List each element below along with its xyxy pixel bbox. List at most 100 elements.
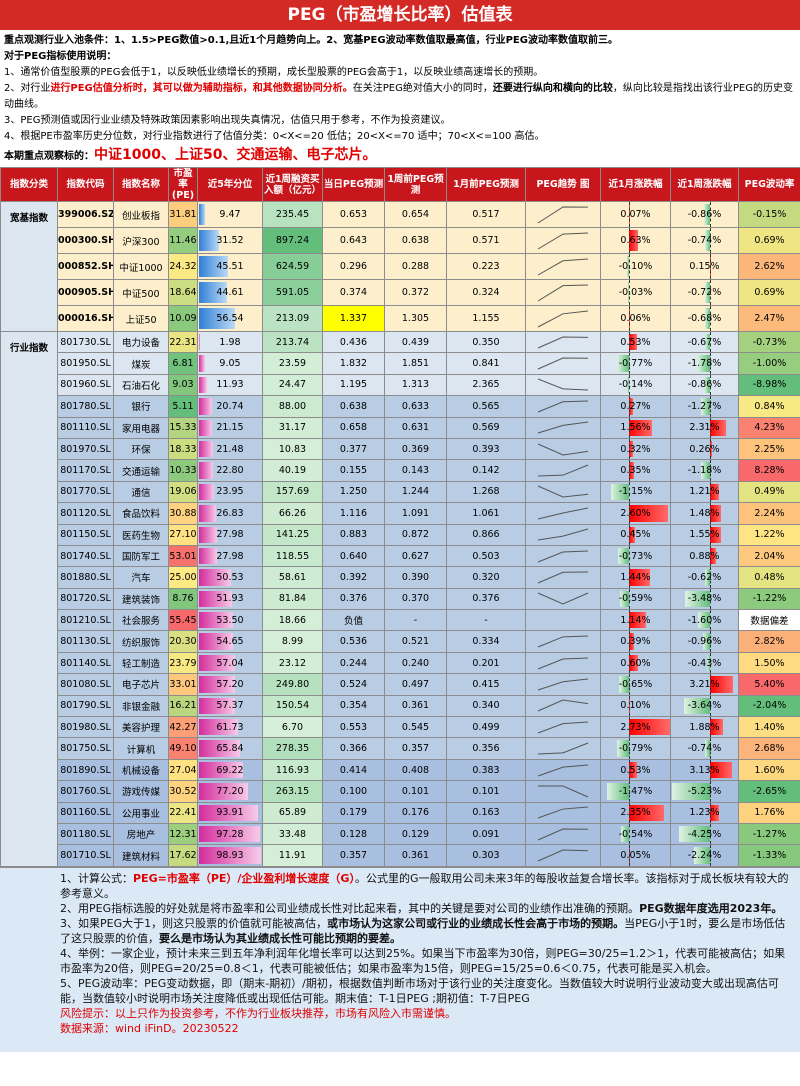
cell-text: 0.334 [472, 636, 500, 648]
cell-text: 801080.SL [60, 678, 111, 690]
peg-trend [525, 352, 601, 375]
change-1m: 0.39% [600, 630, 671, 653]
percentile-bar [199, 440, 213, 458]
cell-text: -4.25% [687, 828, 722, 840]
percentile: 50.53 [197, 566, 263, 589]
percentile-bar [199, 505, 216, 522]
peg-volatility: 8.28% [738, 459, 800, 482]
axis [628, 482, 630, 502]
cell-text: -3.48% [687, 593, 722, 605]
cell-text: -0.54% [618, 828, 653, 840]
percentile-bar [199, 654, 235, 672]
axis [709, 696, 711, 716]
cell-text: 0.07% [620, 209, 651, 220]
cell-text: 118.55 [275, 550, 310, 562]
cell-text: 801130.SL [60, 636, 111, 648]
cell-text: 26.83 [216, 507, 244, 519]
axis [709, 546, 711, 566]
peg-1w: 0.288 [384, 253, 447, 280]
peg-1m: 0.866 [446, 523, 526, 546]
cell-text: -0.73% [752, 336, 787, 348]
cell-text: -0.68% [687, 313, 722, 324]
financing-flow: 249.80 [262, 673, 323, 696]
percentile: 65.84 [197, 737, 263, 760]
index-code: 801950.SL [57, 352, 114, 375]
cell-text: 801780.SL [60, 400, 111, 412]
peg-trend [525, 630, 601, 653]
cell-text: 6.81 [172, 358, 194, 370]
cell-text: 0.638 [401, 235, 430, 246]
trend-line [537, 443, 589, 456]
cell-text: 0.357 [401, 743, 430, 755]
percentile: 27.98 [197, 544, 263, 568]
cell-text: 93.91 [216, 807, 244, 819]
axis [628, 738, 630, 759]
peg-trend [525, 253, 601, 280]
change-1m-bar [626, 376, 629, 394]
index-code: 000852.SH [57, 253, 114, 280]
cell-text: 2.24% [754, 507, 785, 519]
text: 中证1000、上证50、交通运输、电子芯片。 [94, 147, 377, 163]
text: PEG=市盈率（PE）/企业盈利增长速度（G） [133, 871, 355, 885]
change-1m-bar [628, 569, 651, 586]
axis [628, 202, 630, 227]
text: 3、如果PEG大于1，则这只股票的价值就可能被高估， [60, 916, 328, 930]
pe: 11.46 [168, 227, 198, 254]
cell-text: 2.62% [754, 261, 785, 272]
cell-text: 0.244 [339, 657, 368, 669]
cell-text: 0.383 [472, 764, 500, 776]
cell-text: 55.45 [169, 614, 197, 626]
peg-1w: 0.372 [384, 279, 447, 306]
column-header: PEG波动率 [738, 167, 800, 202]
cell-text: 0.376 [472, 593, 500, 605]
peg-trend [525, 651, 601, 675]
peg-trend [525, 758, 601, 782]
change-1m: 0.35% [600, 459, 671, 482]
change-1w: 3.13% [670, 758, 739, 782]
index-name: 中证500 [113, 279, 169, 306]
cell-text: 31.81 [169, 209, 197, 220]
change-1w-bar [704, 308, 710, 329]
trend-line [537, 635, 589, 648]
cell-text: 0.357 [339, 850, 368, 862]
change-1w: -0.72% [670, 279, 739, 306]
peg-trend [525, 822, 601, 846]
percentile: 54.65 [197, 630, 263, 653]
peg-trend [525, 587, 601, 611]
index-code: 801780.SL [57, 395, 114, 418]
intro: 重点观测行业入池条件：1、1.5>PEG数值>0.1,且近1个月趋势向上。2、宽… [0, 30, 800, 167]
change-1w-bar [672, 783, 710, 800]
index-code: 801960.SL [57, 373, 114, 397]
table-row: 801150.SL 医药生物 27.10 27.98 141.25 0.883 0.872 0… [0, 523, 800, 546]
change-1m: 0.60% [600, 651, 671, 675]
peg-1m: 0.571 [446, 227, 526, 254]
cell-text: 5.11 [172, 400, 194, 412]
cell-text: 0.240 [401, 657, 430, 669]
change-1m: -0.54% [600, 822, 671, 846]
cell-text: -1.78% [687, 358, 722, 370]
axis [628, 631, 630, 652]
intro-line: 对于PEG指标使用说明： [4, 49, 796, 65]
cell-text: 0.369 [401, 443, 430, 455]
peg-today: 0.354 [322, 694, 385, 718]
cell-text: 2.60% [620, 507, 651, 519]
cell-text: -1.33% [752, 850, 787, 862]
cell-text: 801180.SL [60, 828, 111, 840]
peg-1w: 1.244 [384, 480, 447, 504]
cell-text: 2.82% [754, 636, 785, 648]
change-1m: -1.15% [600, 480, 671, 504]
index-code: 801170.SL [57, 459, 114, 482]
cell-text: -0.86% [687, 379, 722, 391]
cell-text: 9.47 [219, 209, 241, 220]
change-1m-bar [628, 398, 633, 415]
cell-text: 0.101 [401, 785, 430, 797]
change-1w: -0.74% [670, 737, 739, 760]
cell-text: 30.88 [169, 507, 197, 519]
index-code: 801180.SL [57, 822, 114, 846]
cell-text: -0.43% [687, 657, 722, 669]
cell-text: 0.415 [472, 678, 500, 690]
change-1m-bar [617, 547, 629, 565]
pe: 12.31 [168, 822, 198, 846]
text: 1、计算公式： [60, 871, 133, 885]
cell-text: 0.48% [754, 571, 785, 583]
